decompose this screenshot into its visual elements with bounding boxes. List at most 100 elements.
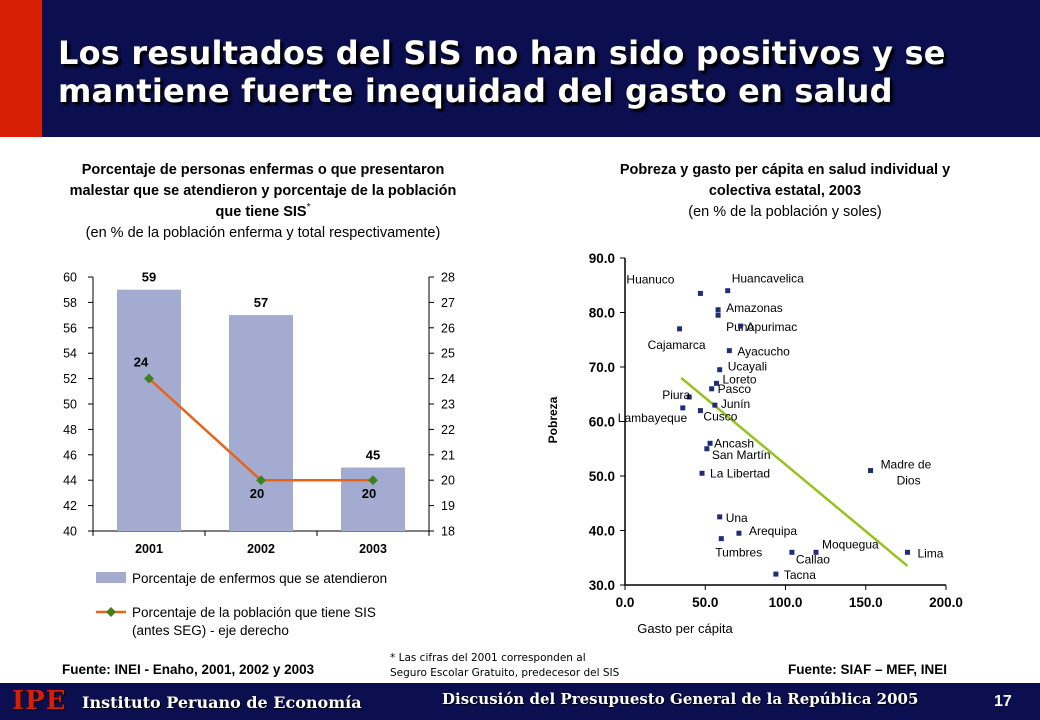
left-y-tick-label: 46 <box>63 448 77 462</box>
scatter-point <box>738 323 744 329</box>
right-chart-title-text: Pobreza y gasto per cápita en salud indi… <box>619 162 951 199</box>
bar-value-label: 45 <box>366 448 380 463</box>
scatter-point <box>713 380 719 386</box>
scatter-point <box>680 405 686 411</box>
header-bar <box>0 0 1040 137</box>
scatter-point-label: Tumbres <box>715 546 762 560</box>
left-y-tick-label: 60 <box>63 271 77 285</box>
ipe-logo: IPE <box>12 686 67 716</box>
right-y-tick-label: 21 <box>441 448 455 462</box>
scatter-point-label: Ucayali <box>728 360 767 374</box>
x-tick-label: 2002 <box>247 542 275 556</box>
x-tick-label: 2003 <box>359 542 387 556</box>
left-chart-subtitle: (en % de la población enferma y total re… <box>85 225 441 241</box>
line-value-label: 20 <box>362 486 376 501</box>
scatter-point-label: Junín <box>721 397 750 411</box>
scatter-x-tick-label: 0.0 <box>616 595 635 610</box>
scatter-point <box>707 440 713 446</box>
right-y-tick-label: 26 <box>441 321 455 335</box>
scatter-point <box>717 514 723 520</box>
right-chart-points: HuanucoHuancavelicaAmazonasPunoApurimacC… <box>618 272 944 582</box>
left-chart-title: Porcentaje de personas enfermas o que pr… <box>60 160 466 244</box>
scatter-x-tick-label: 50.0 <box>692 595 718 610</box>
right-chart-trend <box>680 376 909 567</box>
line-value-label: 20 <box>250 486 264 501</box>
right-y-tick-label: 28 <box>441 271 455 285</box>
scatter-y-tick-label: 80.0 <box>589 306 615 321</box>
scatter-point-label: Loreto <box>722 372 756 386</box>
scatter-point <box>704 446 710 452</box>
right-y-tick-label: 25 <box>441 347 455 361</box>
footer-bar <box>0 683 1040 720</box>
scatter-point-label: Arequipa <box>749 524 797 538</box>
scatter-point <box>686 394 692 400</box>
scatter-y-tick-label: 70.0 <box>589 360 615 375</box>
scatter-point-label: La Libertad <box>710 466 770 480</box>
footer-event-title: Discusión del Presupuesto General de la … <box>442 690 919 708</box>
scatter-point <box>712 402 718 408</box>
scatter-x-axis-title: Gasto per cápita <box>637 621 733 636</box>
right-chart-subtitle: (en % de la población y soles) <box>688 204 882 220</box>
scatter-point <box>904 549 910 555</box>
scatter-point-label: Dios <box>897 474 921 488</box>
right-scatter-chart: 30.0 40.0 50.0 60.0 70.0 80.0 90.0 0.0 50.0 100.0… <box>546 251 963 636</box>
right-chart-axes: 30.0 40.0 50.0 60.0 70.0 80.0 90.0 0.0 50.0 100.0… <box>546 251 963 636</box>
left-chart-bars <box>117 289 405 531</box>
page-number: 17 <box>994 693 1012 710</box>
scatter-y-tick-label: 30.0 <box>589 578 615 593</box>
scatter-x-tick-label: 200.0 <box>929 595 963 610</box>
left-y-tick-label: 56 <box>63 321 77 335</box>
left-y-tick-label: 54 <box>63 347 77 361</box>
right-chart-title: Pobreza y gasto per cápita en salud indi… <box>600 160 970 223</box>
bar-value-label: 57 <box>254 295 268 310</box>
scatter-y-axis-title: Pobreza <box>546 396 560 443</box>
footnote-line-1: * Las cifras del 2001 corresponden al <box>390 652 586 664</box>
institution-name: Instituto Peruano de Economía <box>82 693 362 712</box>
scatter-point-label: Moquegua <box>822 537 879 551</box>
right-y-tick-label: 27 <box>441 296 455 310</box>
left-chart-line <box>144 373 378 486</box>
page-title: Los resultados del SIS no han sido posit… <box>58 34 946 110</box>
scatter-point-label: Pasco <box>718 382 752 396</box>
scatter-point-label: Callao <box>796 552 830 566</box>
line-value-label: 24 <box>134 355 149 370</box>
scatter-point <box>699 470 705 476</box>
scatter-point-label: Lima <box>917 546 943 560</box>
scatter-point-label: Huancavelica <box>732 272 804 286</box>
scatter-point-label: Apurimac <box>747 320 798 334</box>
scatter-point-label: Ancash <box>714 436 754 450</box>
right-y-tick-label: 22 <box>441 423 455 437</box>
line-marker <box>256 475 266 486</box>
left-chart-title-mark: * <box>306 202 311 214</box>
scatter-point <box>697 290 703 296</box>
left-chart-title-text: Porcentaje de personas enfermas o que pr… <box>69 162 457 220</box>
scatter-y-tick-label: 60.0 <box>589 415 615 430</box>
left-y-tick-label: 44 <box>63 474 77 488</box>
line-marker <box>368 475 378 486</box>
scatter-x-tick-label: 150.0 <box>849 595 883 610</box>
scatter-point-label: Tacna <box>784 568 816 582</box>
scatter-x-tick-label: 100.0 <box>769 595 803 610</box>
scatter-point <box>715 307 721 313</box>
right-y-tick-label: 23 <box>441 398 455 412</box>
scatter-point <box>718 536 724 542</box>
scatter-point-label: Huanuco <box>626 272 674 286</box>
legend-line-label-2: (antes SEG) - eje derecho <box>132 623 289 638</box>
scatter-point-label: Lambayeque <box>618 411 688 425</box>
scatter-point-label: San Martín <box>712 448 771 462</box>
scatter-point <box>709 386 715 392</box>
line-marker <box>144 373 154 384</box>
scatter-point <box>773 571 779 577</box>
scatter-point-label: Cusco <box>703 410 737 424</box>
left-chart-legend: Porcentaje de enfermos que se atendieron… <box>96 571 387 638</box>
scatter-point-label: Piura <box>662 388 690 402</box>
scatter-point-label: Ayacucho <box>737 345 790 359</box>
left-y-tick-label: 42 <box>63 499 77 513</box>
left-combo-chart: 40 42 44 46 48 50 52 54 56 58 60 18 19 20 21 22 23 24 25 26… <box>63 270 455 638</box>
scatter-point <box>868 468 874 474</box>
trend-line <box>680 376 909 567</box>
right-y-tick-label: 24 <box>441 372 455 386</box>
scatter-point-label: Madre de <box>881 458 932 472</box>
legend-bar-swatch <box>96 572 126 583</box>
legend-bar-label: Porcentaje de enfermos que se atendieron <box>132 571 387 586</box>
